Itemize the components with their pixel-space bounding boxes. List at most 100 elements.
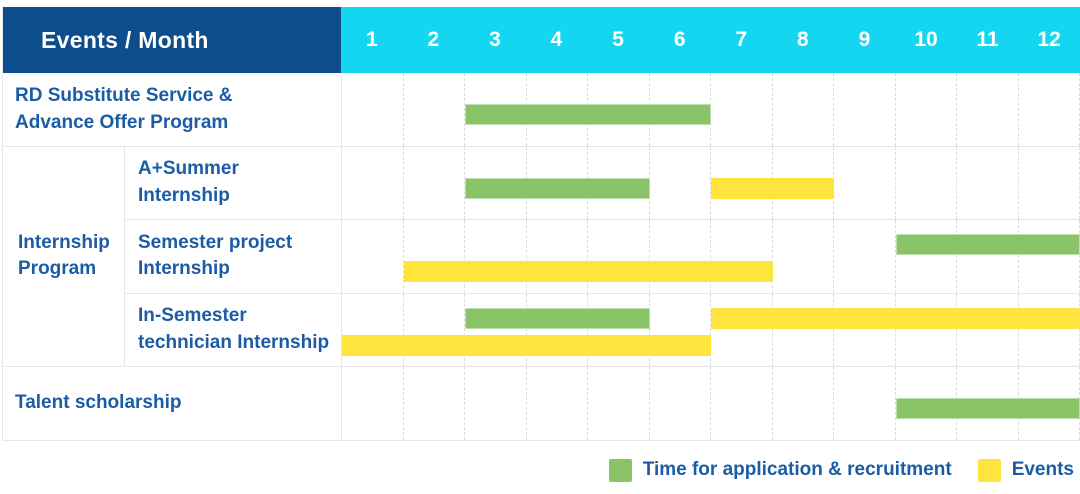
month-column-12 [1019, 73, 1080, 147]
month-column-1 [342, 147, 404, 220]
month-column-12 [1019, 220, 1080, 293]
month-column-9 [834, 147, 896, 220]
task-row: A+Summer Internship [125, 147, 1080, 221]
task-row: Talent scholarship [3, 366, 1080, 440]
month-column-2 [404, 366, 465, 440]
month-column-10 [896, 293, 957, 366]
task-row: In-Semester technician Internship [125, 293, 1080, 366]
month-column-11 [957, 220, 1019, 293]
task-row: Semester project Internship [125, 220, 1080, 294]
month-column-2 [404, 293, 465, 366]
month-column-1 [342, 73, 404, 147]
month-column-3 [465, 293, 527, 366]
month-column-11 [957, 147, 1019, 220]
task-row: RD Substitute Service & Advance Offer Pr… [3, 73, 1080, 148]
month-column-1 [342, 293, 404, 366]
month-column-6 [650, 147, 711, 220]
month-column-4 [527, 220, 588, 293]
task-label: A+Summer Internship [138, 158, 239, 207]
month-column-8 [773, 293, 834, 366]
month-column-3 [465, 220, 527, 293]
chart-cell [341, 147, 1080, 220]
events-month-header: Events / Month [3, 7, 341, 73]
month-column-2 [404, 73, 465, 147]
chart-cell [341, 220, 1080, 293]
month-column-7 [711, 366, 773, 440]
bar-event [711, 178, 834, 200]
month-header-10: 10 [914, 28, 938, 51]
month-column-7 [711, 293, 773, 366]
month-column-10 [896, 147, 957, 220]
month-header-9: 9 [858, 28, 871, 51]
month-header-11: 11 [976, 28, 999, 51]
table-header: Events / Month 1 2 3 4 5 6 7 8 9 10 11 12 [3, 7, 1080, 73]
month-column-10 [896, 73, 957, 147]
task-label: In-Semester technician Internship [138, 304, 330, 353]
bar-application [895, 397, 1080, 419]
bar-application [465, 104, 711, 125]
month-column-9 [834, 366, 896, 440]
month-column-7 [711, 73, 773, 147]
month-column-1 [342, 220, 404, 293]
month-column-12 [1019, 293, 1080, 366]
chart-cell [341, 73, 1080, 147]
month-header-2: 2 [427, 28, 440, 51]
legend: Time for application & recruitment Events [608, 455, 1074, 485]
month-header-3: 3 [489, 28, 501, 51]
month-column-4 [527, 293, 588, 366]
chart-cell [341, 293, 1080, 366]
bar-application [895, 234, 1080, 256]
month-column-12 [1019, 147, 1080, 220]
bar-event [711, 307, 1080, 329]
group-task-rows: A+Summer Internship Semester project Inte… [125, 147, 1080, 366]
month-column-5 [588, 220, 650, 293]
month-header-4: 4 [550, 28, 563, 51]
chart-cell [341, 366, 1080, 440]
month-column-3 [465, 366, 527, 440]
bar-application [465, 307, 650, 329]
month-header-6: 6 [673, 28, 686, 51]
task-label: Talent scholarship [15, 391, 182, 413]
month-header-12: 12 [1037, 28, 1061, 51]
month-column-6 [650, 293, 711, 366]
legend-item-event: Events [977, 458, 1074, 482]
month-column-5 [588, 366, 650, 440]
legend-item-application: Time for application & recruitment [608, 458, 952, 482]
month-column-2 [404, 220, 465, 293]
month-column-8 [773, 366, 834, 440]
month-column-11 [957, 73, 1019, 147]
group-label: Internship Program [3, 147, 125, 366]
application-swatch [608, 458, 632, 482]
month-column-8 [773, 220, 834, 293]
month-header-8: 8 [796, 28, 809, 51]
month-column-9 [834, 73, 896, 147]
event-swatch [977, 458, 1001, 482]
month-column-1 [342, 366, 404, 440]
bar-event [403, 261, 773, 283]
month-column-8 [773, 73, 834, 147]
bar-event [342, 334, 711, 356]
month-header-1: 1 [365, 28, 378, 51]
month-column-5 [588, 293, 650, 366]
legend-label-application: Time for application & recruitment [642, 459, 952, 480]
month-column-2 [404, 147, 465, 220]
legend-label-event: Events [1011, 459, 1074, 480]
group-row: Internship Program A+Summer Internship Sem… [3, 147, 1080, 367]
month-column-10 [896, 220, 957, 293]
schedule-table: Events / Month 1 2 3 4 5 6 7 8 9 10 11 12 RD Substi… [2, 7, 1080, 441]
month-header-5: 5 [612, 28, 624, 51]
month-header-7: 7 [735, 28, 748, 51]
month-column-9 [834, 220, 896, 293]
bar-application [465, 178, 650, 200]
month-column-4 [527, 366, 588, 440]
month-column-7 [711, 220, 773, 293]
month-column-6 [650, 366, 711, 440]
month-column-6 [650, 220, 711, 293]
months-header: 1 2 3 4 5 6 7 8 9 10 11 12 [341, 7, 1080, 73]
task-label: RD Substitute Service & Advance Offer Pr… [15, 84, 233, 133]
task-label: Semester project Internship [138, 231, 293, 280]
month-column-9 [834, 293, 896, 366]
month-column-11 [957, 293, 1019, 366]
table-body: RD Substitute Service & Advance Offer Pr… [3, 73, 1080, 440]
